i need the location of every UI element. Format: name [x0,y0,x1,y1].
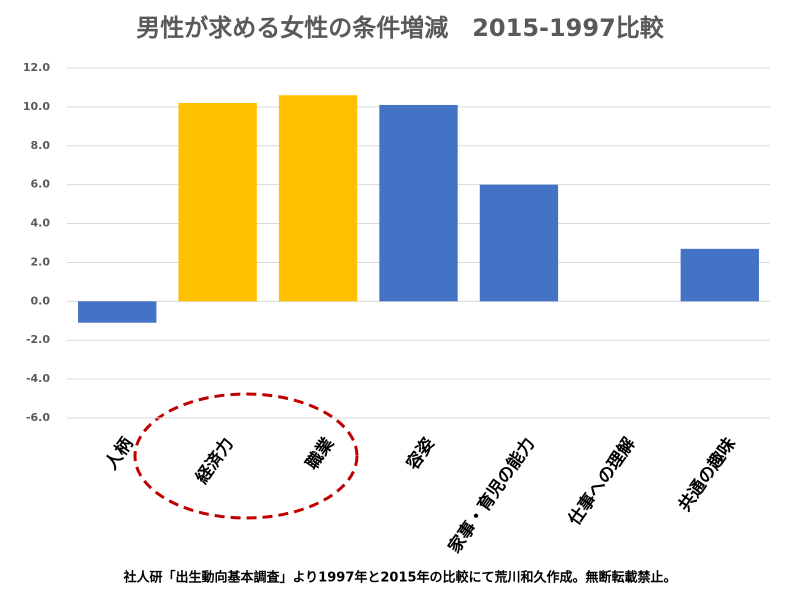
x-tick-label: 仕事への理解 [563,434,639,530]
y-tick-label: 0.0 [31,294,51,307]
bar [278,95,358,302]
y-tick-label: -2.0 [26,333,50,346]
highlight-ellipse [133,392,359,520]
x-tick-label: 容姿 [402,434,439,474]
y-tick-label: -6.0 [26,411,50,424]
x-tick-label: 職業 [302,434,339,474]
y-tick-label: 12.0 [23,61,50,74]
footnote: 社人研「出生動向基本調査」より1997年と2015年の比較にて荒川和久作成。無断… [122,570,676,586]
y-tick-label: 2.0 [31,255,51,268]
bar [680,248,759,302]
chart-title: 男性が求める女性の条件増減 2015-1997比較 [136,14,665,42]
y-tick-label: 10.0 [23,100,50,113]
x-tick-label: 人柄 [101,434,138,474]
bar [479,184,559,302]
bar [379,104,458,302]
x-tick-label: 共通の趣味 [674,434,740,516]
bar [78,301,157,323]
y-tick-label: 8.0 [31,139,51,152]
y-tick-label: -4.0 [26,372,50,385]
y-tick-label: 6.0 [31,178,51,191]
bar [178,103,257,302]
y-tick-label: 4.0 [31,217,51,230]
x-tick-label: 経済力 [191,434,237,488]
x-tick-label: 家事・育児の能力 [444,434,539,557]
